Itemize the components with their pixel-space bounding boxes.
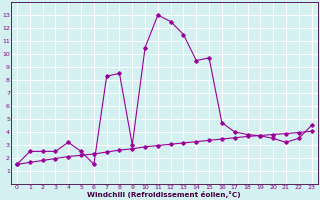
X-axis label: Windchill (Refroidissement éolien,°C): Windchill (Refroidissement éolien,°C) <box>87 191 241 198</box>
